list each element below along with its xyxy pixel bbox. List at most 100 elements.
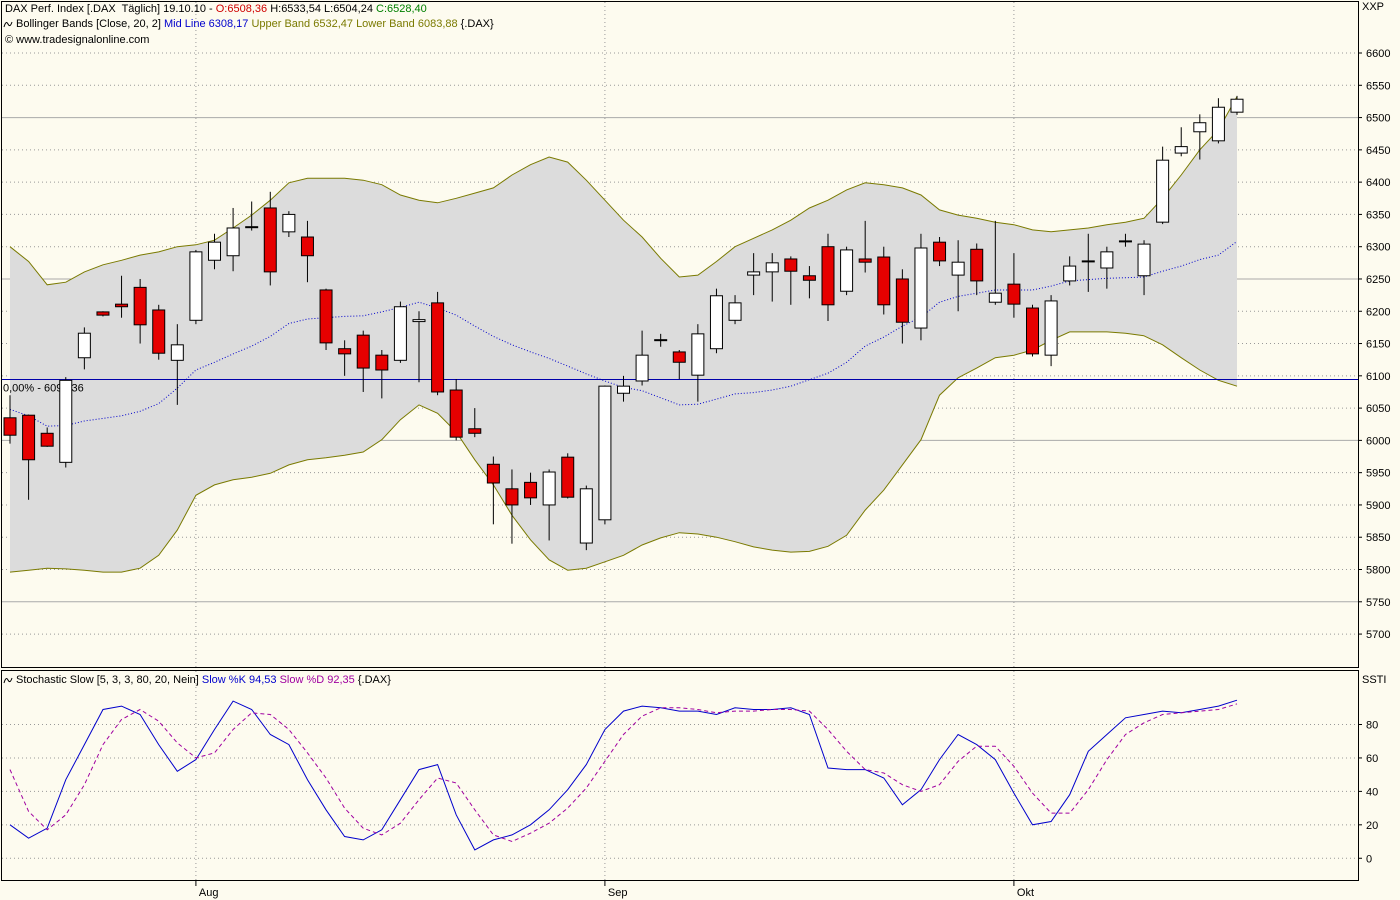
legend-value: 92,35	[327, 674, 355, 686]
bollinger-header: Bollinger Bands [Close, 20, 2] Mid Line …	[16, 18, 494, 30]
y-tick-label: 5900	[1366, 500, 1390, 512]
title: DAX Perf. Index [.DAX Täglich] 19.10.10 …	[5, 3, 213, 15]
candle-body	[412, 319, 426, 323]
close-label: C:6528,40	[376, 3, 427, 15]
series-line	[9, 699, 1238, 851]
candle-body	[189, 251, 203, 321]
y-tick-label: 5750	[1366, 597, 1390, 609]
y-tick-label: 6450	[1366, 145, 1390, 157]
legend-mid: Mid Line 6308,17	[164, 18, 248, 30]
symbol: {.DAX}	[461, 18, 494, 30]
candle-body	[22, 414, 36, 461]
candle-body	[654, 339, 668, 342]
price-header: DAX Perf. Index [.DAX Täglich] 19.10.10 …	[5, 3, 427, 15]
candle-body	[951, 261, 965, 276]
candle-body	[226, 227, 240, 257]
legend-name: Upper Band	[251, 18, 310, 30]
candle-body	[895, 278, 909, 323]
candle-body	[524, 481, 538, 499]
candle-body	[765, 262, 779, 273]
candle-body	[858, 258, 872, 263]
y-tick-label: 6550	[1366, 80, 1390, 92]
y-tick-label: 6300	[1366, 242, 1390, 254]
candle-body	[59, 379, 73, 463]
candle-body	[449, 389, 463, 438]
candle-body	[691, 333, 705, 376]
candle-body	[542, 471, 556, 506]
candle-body	[709, 295, 723, 350]
legend-value: 6308,17	[209, 18, 249, 30]
y-tick-label: 5700	[1366, 629, 1390, 641]
candle-body	[821, 246, 835, 306]
candle-body	[1211, 106, 1225, 142]
candle-body	[635, 354, 649, 382]
candle-body	[468, 428, 482, 434]
candle-body	[672, 351, 686, 363]
candle-body	[802, 275, 816, 281]
stochastic-panel	[1, 670, 1359, 881]
candle-body	[1193, 122, 1207, 133]
y-tick-label: 6500	[1366, 113, 1390, 125]
candle-body	[505, 488, 519, 506]
candle-body	[96, 311, 110, 316]
legend-lower: Lower Band 6083,88	[356, 18, 458, 30]
axis-name: SSTI	[1362, 674, 1386, 686]
candle-body	[1118, 240, 1132, 243]
y-tick-label: 6100	[1366, 371, 1390, 383]
stochastic-header: Stochastic Slow [5, 3, 3, 80, 20, Nein] …	[16, 674, 391, 686]
y-tick-label: 5800	[1366, 565, 1390, 577]
candle-body	[579, 488, 593, 544]
legend-upper: Upper Band 6532,47	[251, 18, 353, 30]
candle-body	[486, 463, 500, 484]
candle-body	[747, 271, 761, 276]
x-tick-label: Sep	[608, 887, 628, 899]
y-tick-label: 6350	[1366, 209, 1390, 221]
legend-d: Slow %D 92,35	[280, 674, 355, 686]
candle-body	[208, 241, 221, 261]
y-tick-label: 20	[1366, 820, 1378, 832]
y-tick-label: 6150	[1366, 339, 1390, 351]
candle-body	[263, 207, 277, 273]
legend-value: 6532,47	[313, 18, 353, 30]
y-tick-label: 6250	[1366, 274, 1390, 286]
candle-body	[1174, 146, 1188, 154]
y-tick-label: 60	[1366, 753, 1378, 765]
candle-body	[877, 256, 891, 306]
legend-name: Slow %K	[202, 674, 247, 686]
x-tick-label: Okt	[1017, 887, 1034, 899]
candle-body	[1100, 251, 1114, 269]
candle-body	[319, 289, 333, 344]
indicator: Bollinger Bands [Close, 20, 2]	[16, 18, 161, 30]
band-line	[9, 240, 1238, 427]
y-tick-label: 80	[1366, 720, 1378, 732]
candle-body	[77, 332, 91, 359]
candle-body	[1230, 98, 1244, 113]
candle-body	[1063, 265, 1077, 282]
candle-body	[598, 385, 612, 521]
legend-name: Mid Line	[164, 18, 206, 30]
low-label: L:6504,24	[324, 3, 373, 15]
candle-body	[40, 432, 54, 447]
open-label: O:6508,36	[216, 3, 267, 15]
candle-body	[728, 302, 742, 321]
candle-body	[914, 247, 928, 329]
y-tick-label: 5850	[1366, 532, 1390, 544]
legend-value: 94,53	[249, 674, 277, 686]
indicator-icon	[3, 21, 13, 28]
axis-name: XXP	[1362, 1, 1384, 13]
candle-body	[1044, 300, 1058, 356]
candle-body	[300, 236, 314, 257]
indicator-icon	[3, 677, 13, 684]
candle-body	[375, 354, 389, 371]
y-tick-label: 6200	[1366, 306, 1390, 318]
candle-body	[988, 292, 1002, 303]
legend-value: 6083,88	[418, 18, 458, 30]
y-tick-label: 5950	[1366, 468, 1390, 480]
candle-body	[431, 302, 445, 393]
candle-body	[561, 456, 575, 498]
candle-body	[970, 248, 984, 282]
candle-body	[338, 348, 352, 355]
series-line	[9, 703, 1238, 843]
